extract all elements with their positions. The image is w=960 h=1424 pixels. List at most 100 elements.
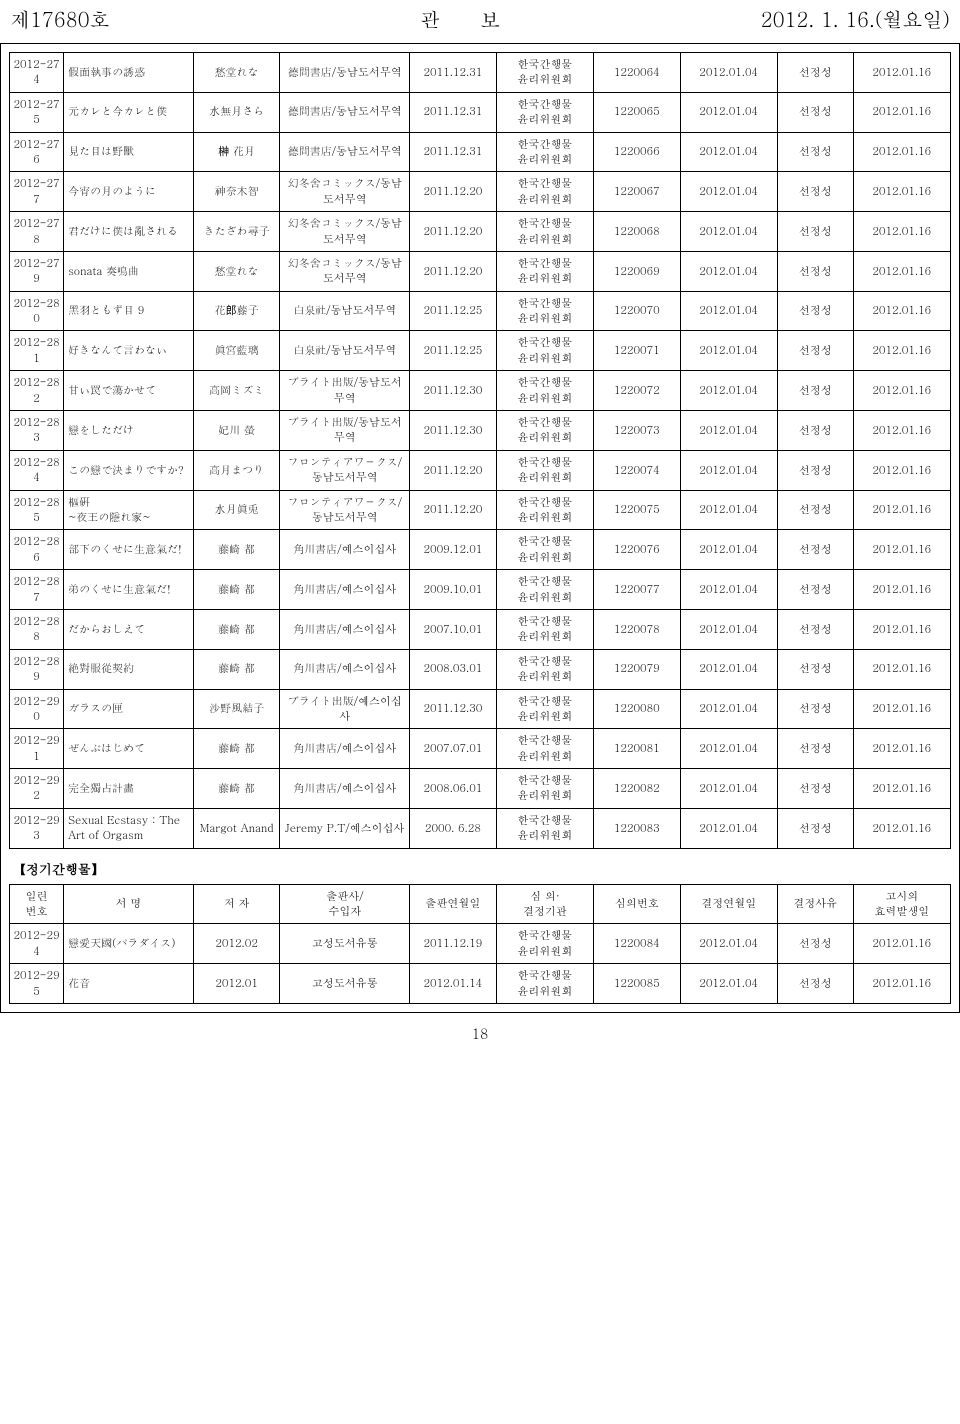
cell-reason: 선정성 (777, 331, 853, 371)
table-row: 2012-279sonata 奏鳴曲愁堂れな幻冬舍コミックス/동남도서무역201… (10, 251, 951, 291)
cell-title: 今宵の月のように (64, 172, 194, 212)
cell-pubdate: 2011.12.20 (410, 251, 497, 291)
cell-effdate: 2012.01.16 (853, 291, 950, 331)
cell-serial: 2012-291 (10, 729, 64, 769)
cell-decdate: 2012.01.04 (680, 251, 777, 291)
cell-author: 榊 花月 (193, 132, 280, 172)
cell-reason: 선정성 (777, 172, 853, 212)
cell-title: 部下のくせに生意氣だ! (64, 530, 194, 570)
cell-effdate: 2012.01.16 (853, 53, 950, 93)
cell-author: 神奈木智 (193, 172, 280, 212)
cell-author: 藤崎 都 (193, 649, 280, 689)
table-row: 2012-274假面執事の誘惑愁堂れな德間書店/동남도서무역2011.12.31… (10, 53, 951, 93)
cell-effdate: 2012.01.16 (853, 212, 950, 252)
cell-pubdate: 2011.12.20 (410, 212, 497, 252)
table-row: 2012-280黑羽ともず目 9花郎藤子白泉社/동남도서무역2011.12.25… (10, 291, 951, 331)
page-frame: 2012-274假面執事の誘惑愁堂れな德間書店/동남도서무역2011.12.31… (0, 43, 960, 1013)
cell-decno: 1220065 (594, 92, 681, 132)
cell-serial: 2012-281 (10, 331, 64, 371)
cell-serial: 2012-277 (10, 172, 64, 212)
cell-decno: 1220066 (594, 132, 681, 172)
cell-decdate: 2012.01.04 (680, 172, 777, 212)
cell-publisher: フロンティアワ－クス/동남도서무역 (280, 490, 410, 530)
cell-serial: 2012-275 (10, 92, 64, 132)
cell-org: 한국간행물윤리위원회 (496, 291, 593, 331)
cell-pubdate: 2011.12.20 (410, 172, 497, 212)
cell-title: 假面執事の誘惑 (64, 53, 194, 93)
cell-org: 한국간행물윤리위원회 (496, 964, 593, 1004)
cell-serial: 2012-282 (10, 371, 64, 411)
cell-reason: 선정성 (777, 53, 853, 93)
cell-decno: 1220078 (594, 609, 681, 649)
table-row: 2012-283戀をしただけ妃川 螢ブライト出版/동남도서무역2011.12.3… (10, 411, 951, 451)
cell-decno: 1220068 (594, 212, 681, 252)
cell-effdate: 2012.01.16 (853, 251, 950, 291)
cell-effdate: 2012.01.16 (853, 450, 950, 490)
cell-effdate: 2012.01.16 (853, 411, 950, 451)
cell-reason: 선정성 (777, 291, 853, 331)
cell-pubdate: 2007.07.01 (410, 729, 497, 769)
cell-effdate: 2012.01.16 (853, 769, 950, 809)
cell-publisher: 角川書店/예스이십사 (280, 729, 410, 769)
cell-title: 戀をしただけ (64, 411, 194, 451)
cell-publisher: 角川書店/예스이십사 (280, 649, 410, 689)
cell-publisher: 德間書店/동남도서무역 (280, 92, 410, 132)
cell-title: 元カレと今カレと僕 (64, 92, 194, 132)
cell-title: 甘い罠で蕩かせて (64, 371, 194, 411)
cell-decno: 1220073 (594, 411, 681, 451)
table-row: 2012-291ぜんぶはじめて藤崎 都角川書店/예스이십사2007.07.01한… (10, 729, 951, 769)
gazette-title: 관보 (323, 4, 636, 33)
cell-title: 弟のくせに生意氣だ! (64, 570, 194, 610)
cell-reason: 선정성 (777, 411, 853, 451)
table-row: 2012-295花音2012.01고성도서유통2012.01.14한국간행물윤리… (10, 964, 951, 1004)
cell-org: 한국간행물윤리위원회 (496, 92, 593, 132)
cell-author: 沙野風結子 (193, 689, 280, 729)
publications-table-1: 2012-274假面執事の誘惑愁堂れな德間書店/동남도서무역2011.12.31… (9, 52, 951, 849)
cell-pubdate: 2011.12.30 (410, 371, 497, 411)
cell-decno: 1220074 (594, 450, 681, 490)
cell-reason: 선정성 (777, 609, 853, 649)
table-row: 2012-284この戀で決まりですか?高月まつりフロンティアワ－クス/동남도서무… (10, 450, 951, 490)
cell-decno: 1220084 (594, 924, 681, 964)
page-number: 18 (0, 1013, 960, 1043)
cell-author: 水月眞兎 (193, 490, 280, 530)
cell-reason: 선정성 (777, 371, 853, 411)
cell-author: 妃川 螢 (193, 411, 280, 451)
table-row: 2012-286部下のくせに生意氣だ!藤崎 都角川書店/예스이십사2009.12… (10, 530, 951, 570)
cell-pubdate: 2011.12.19 (410, 924, 497, 964)
cell-org: 한국간행물윤리위원회 (496, 570, 593, 610)
cell-publisher: Jeremy P.T/예스이십사 (280, 808, 410, 848)
cell-title: ぜんぶはじめて (64, 729, 194, 769)
cell-publisher: 角川書店/예스이십사 (280, 570, 410, 610)
cell-serial: 2012-293 (10, 808, 64, 848)
cell-serial: 2012-289 (10, 649, 64, 689)
cell-title: ガラスの匣 (64, 689, 194, 729)
cell-publisher: 白泉社/동남도서무역 (280, 291, 410, 331)
cell-serial: 2012-294 (10, 924, 64, 964)
cell-decno: 1220079 (594, 649, 681, 689)
cell-serial: 2012-284 (10, 450, 64, 490)
table-row: 2012-289絶對服從契約藤崎 都角川書店/예스이십사2008.03.01한국… (10, 649, 951, 689)
cell-org: 한국간행물윤리위원회 (496, 490, 593, 530)
cell-serial: 2012-295 (10, 964, 64, 1004)
cell-org: 한국간행물윤리위원회 (496, 689, 593, 729)
cell-serial: 2012-288 (10, 609, 64, 649)
cell-publisher: 고성도서유통 (280, 924, 410, 964)
cell-effdate: 2012.01.16 (853, 132, 950, 172)
cell-serial: 2012-278 (10, 212, 64, 252)
col-reason: 결정사유 (777, 884, 853, 924)
cell-effdate: 2012.01.16 (853, 609, 950, 649)
cell-serial: 2012-274 (10, 53, 64, 93)
cell-reason: 선정성 (777, 490, 853, 530)
cell-org: 한국간행물윤리위원회 (496, 729, 593, 769)
cell-serial: 2012-286 (10, 530, 64, 570)
cell-author: 2012.02 (193, 924, 280, 964)
cell-author: 愁堂れな (193, 53, 280, 93)
cell-effdate: 2012.01.16 (853, 331, 950, 371)
cell-decdate: 2012.01.04 (680, 291, 777, 331)
cell-pubdate: 2011.12.20 (410, 490, 497, 530)
cell-decdate: 2012.01.04 (680, 649, 777, 689)
cell-decno: 1220080 (594, 689, 681, 729)
cell-decdate: 2012.01.04 (680, 450, 777, 490)
cell-title: だからおしえて (64, 609, 194, 649)
